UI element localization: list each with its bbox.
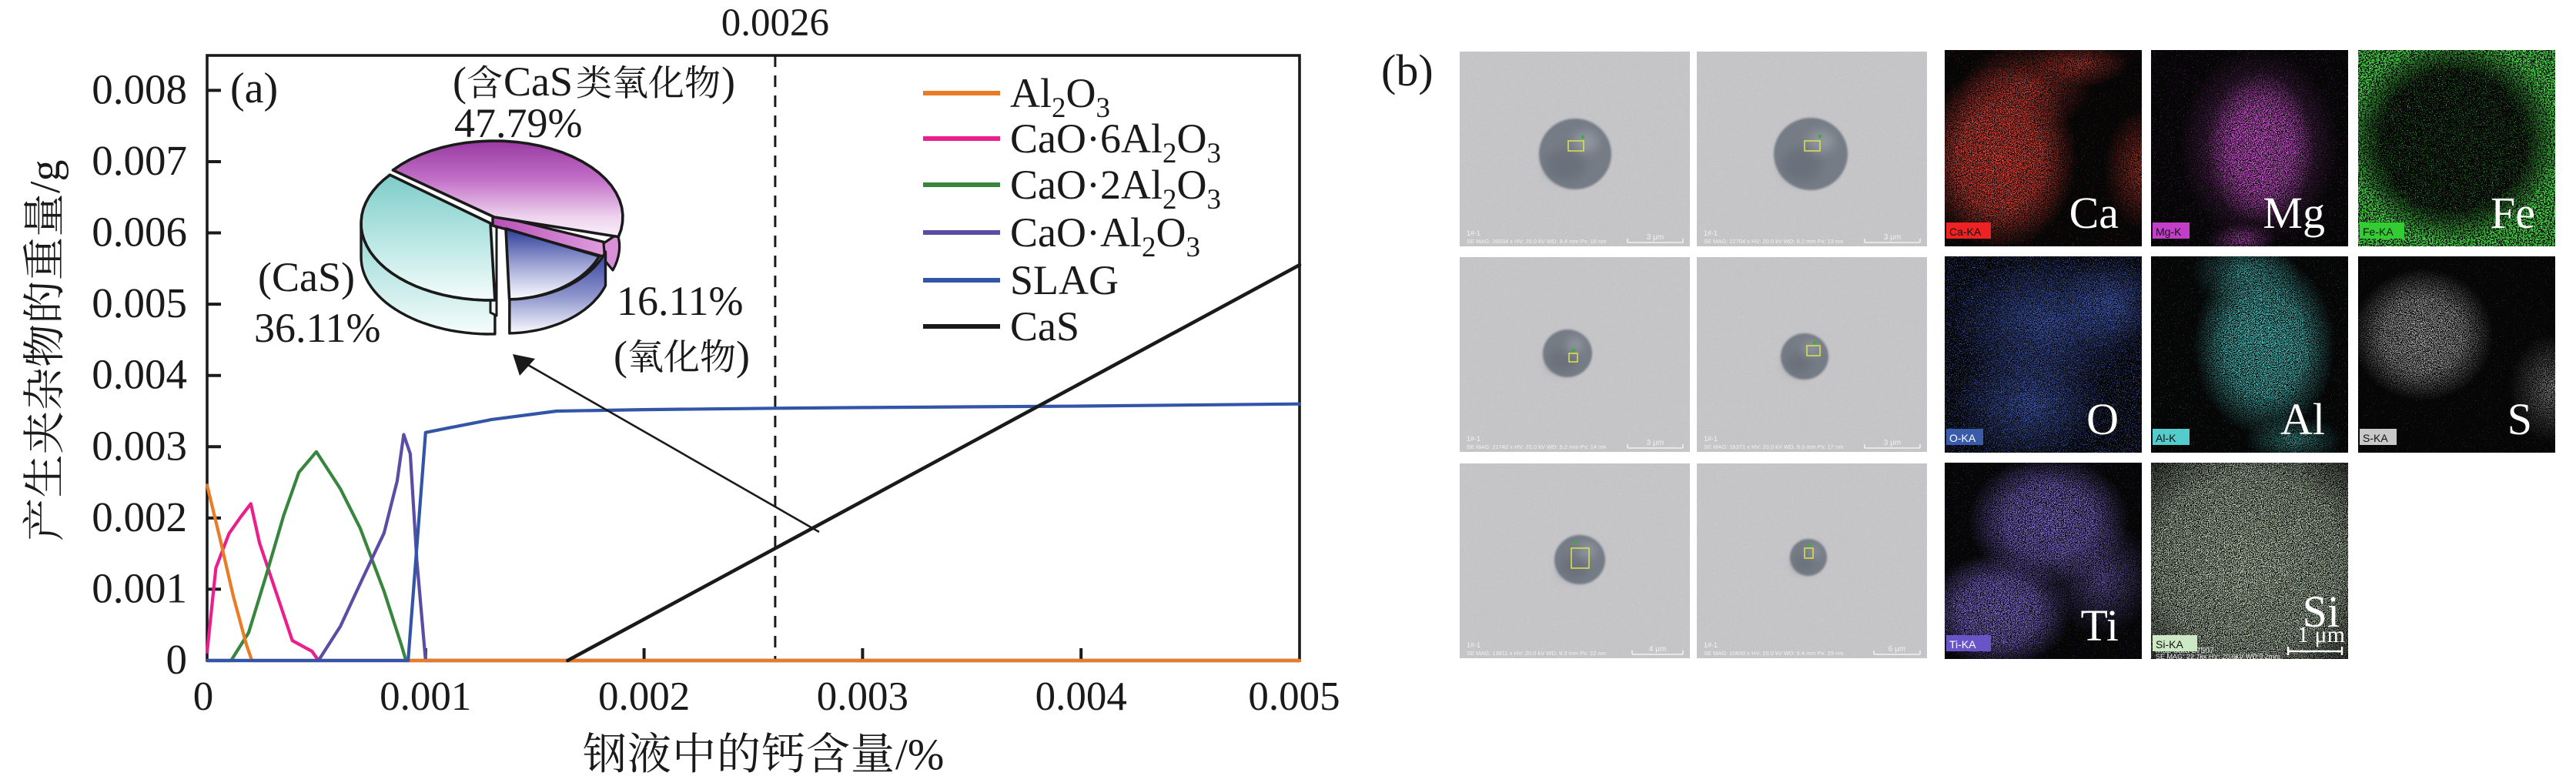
svg-text:36.11%: 36.11% bbox=[254, 305, 380, 351]
svg-text:Ca: Ca bbox=[2069, 188, 2119, 238]
svg-text:16.11%: 16.11% bbox=[617, 278, 743, 324]
svg-text:3 μm: 3 μm bbox=[1647, 233, 1664, 242]
svg-text:Ti-KA: Ti-KA bbox=[1949, 638, 1976, 651]
svg-text:(: ( bbox=[614, 333, 627, 379]
svg-text:4 μm: 4 μm bbox=[1649, 645, 1666, 654]
svg-text:1#-1: 1#-1 bbox=[1704, 435, 1718, 443]
svg-text:1#-1: 1#-1 bbox=[1704, 641, 1718, 649]
svg-text:3 μm: 3 μm bbox=[1884, 233, 1901, 242]
svg-text:Fe: Fe bbox=[2491, 188, 2535, 238]
svg-text:SLAG: SLAG bbox=[1010, 257, 1119, 303]
svg-text:0.0026: 0.0026 bbox=[721, 2, 829, 45]
svg-text:Fe-KA: Fe-KA bbox=[2363, 226, 2394, 238]
svg-text:1#-1: 1#-1 bbox=[1467, 229, 1480, 237]
svg-text:S-KA: S-KA bbox=[2363, 432, 2388, 444]
svg-text:0.002: 0.002 bbox=[92, 493, 187, 540]
svg-text:0.004: 0.004 bbox=[1035, 674, 1127, 719]
svg-text:Mg: Mg bbox=[2263, 188, 2325, 238]
svg-text:): ) bbox=[736, 333, 750, 379]
svg-text:CaS: CaS bbox=[1010, 303, 1079, 350]
svg-text:Ca-KA: Ca-KA bbox=[1949, 226, 1982, 238]
svg-text:0.006: 0.006 bbox=[92, 209, 187, 256]
svg-text:SE MAG: 16371 x HV: 20.0 kV: SE MAG: 16371 x HV: 20.0 kV WD: 9.3 mm P… bbox=[1704, 443, 1843, 450]
svg-text:0.008: 0.008 bbox=[92, 65, 187, 112]
svg-text:O: O bbox=[2086, 394, 2119, 444]
svg-text:1 μm: 1 μm bbox=[2297, 622, 2345, 647]
svg-text:0.005: 0.005 bbox=[92, 279, 187, 326]
svg-text:SE MAG: 22704 x HV: 20.0 kV: SE MAG: 22704 x HV: 20.0 kV WD: 9.2 mm P… bbox=[1704, 238, 1843, 245]
svg-text:0: 0 bbox=[193, 674, 214, 719]
svg-text:47.79%: 47.79% bbox=[454, 100, 582, 146]
svg-text:1#-1: 1#-1 bbox=[1704, 229, 1718, 237]
svg-text:1#-1: 1#-1 bbox=[1467, 641, 1480, 649]
svg-text:SE MAG: 13811 x HV: 20.0 kV: SE MAG: 13811 x HV: 20.0 kV WD: 9.3 mm P… bbox=[1467, 650, 1606, 657]
svg-text:Al-K: Al-K bbox=[2156, 432, 2176, 444]
svg-text:CaS: CaS bbox=[503, 59, 573, 105]
svg-text:(CaS): (CaS) bbox=[258, 254, 355, 300]
svg-text:/g: /g bbox=[22, 159, 69, 193]
svg-text:Si: Si bbox=[2303, 587, 2340, 637]
svg-text:/%: /% bbox=[895, 731, 944, 776]
svg-text:0.005: 0.005 bbox=[1248, 674, 1340, 719]
svg-text:6 μm: 6 μm bbox=[1889, 645, 1905, 654]
svg-text:0.003: 0.003 bbox=[817, 674, 908, 719]
svg-text:Ti: Ti bbox=[2080, 600, 2119, 651]
svg-text:SE MAG: 10650 x HV: 20.0 kV: SE MAG: 10650 x HV: 20.0 kV WD: 9.4 mm P… bbox=[1704, 650, 1843, 657]
svg-text:0.001: 0.001 bbox=[380, 674, 471, 719]
svg-text:0.001: 0.001 bbox=[92, 564, 187, 611]
svg-text:CaO·Al2O3: CaO·Al2O3 bbox=[1010, 209, 1200, 263]
svg-text:S: S bbox=[2507, 394, 2532, 444]
svg-text:0.003: 0.003 bbox=[92, 422, 187, 469]
svg-text:O-KA: O-KA bbox=[1949, 432, 1976, 444]
svg-text:CaO·2Al2O3: CaO·2Al2O3 bbox=[1010, 162, 1221, 216]
svg-text:SE MAG: 21742 x HV: 20.0 kV: SE MAG: 21742 x HV: 20.0 kV WD: 9.2 mm P… bbox=[1467, 443, 1606, 450]
svg-text:3 μm: 3 μm bbox=[1647, 439, 1664, 447]
svg-text:0.002: 0.002 bbox=[598, 674, 690, 719]
svg-text:(a): (a) bbox=[230, 65, 278, 112]
svg-text:0.004: 0.004 bbox=[92, 351, 187, 398]
svg-text:1#-1: 1#-1 bbox=[1467, 435, 1480, 443]
svg-text:): ) bbox=[721, 59, 735, 105]
svg-text:SE MAG: 20034 x HV: 20.0 kV: SE MAG: 20034 x HV: 20.0 kV WD: 9.4 mm P… bbox=[1467, 238, 1606, 245]
svg-text:Mg-K: Mg-K bbox=[2156, 226, 2182, 238]
svg-text:Al: Al bbox=[2280, 394, 2325, 444]
svg-text:Si-KA: Si-KA bbox=[2156, 638, 2183, 651]
svg-text:CaO·6Al2O3: CaO·6Al2O3 bbox=[1010, 115, 1221, 169]
svg-text:0.007: 0.007 bbox=[92, 137, 187, 184]
svg-text:3 μm: 3 μm bbox=[1884, 439, 1901, 447]
svg-text:(: ( bbox=[453, 59, 467, 105]
svg-text:0: 0 bbox=[166, 636, 188, 683]
svg-text:SE MAG: 22.7kx HV: 20.0kV WD:9: SE MAG: 22.7kx HV: 20.0kV WD:9.2mm bbox=[2156, 653, 2280, 659]
